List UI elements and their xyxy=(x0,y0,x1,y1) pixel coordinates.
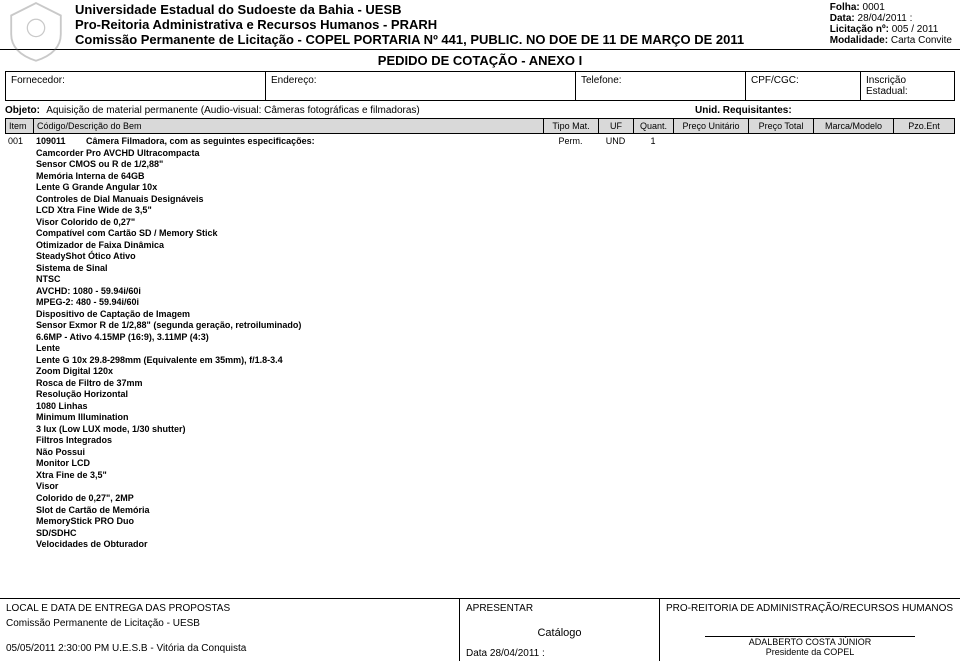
cell-quant: 1 xyxy=(633,134,673,553)
cell-item: 001 xyxy=(5,134,33,553)
objeto-label: Objeto: xyxy=(5,105,40,116)
folha-value: 0001 xyxy=(863,2,885,13)
col-pzo: Pzo.Ent xyxy=(894,119,954,133)
col-mm: Marca/Modelo xyxy=(814,119,894,133)
header-meta: Folha: 0001 Data: 28/04/2011 : Licitação… xyxy=(830,2,952,46)
data-value: 28/04/2011 : xyxy=(858,13,913,24)
footer-left-line3: 05/05/2011 2:30:00 PM U.E.S.B - Vitória … xyxy=(6,643,453,654)
endereco-label: Endereço: xyxy=(266,72,576,100)
fornecedor-label: Fornecedor: xyxy=(6,72,266,100)
objeto-text: Aquisição de material permanente (Audio-… xyxy=(46,105,420,116)
objeto-row: Objeto: Aquisição de material permanente… xyxy=(5,105,955,116)
licitacao-value: 005 / 2011 xyxy=(892,24,939,35)
footer-right: PRO-REITORIA DE ADMINISTRAÇÃO/RECURSOS H… xyxy=(660,599,960,661)
modalidade-value: Carta Convite xyxy=(891,35,952,46)
footer: LOCAL E DATA DE ENTREGA DAS PROPOSTAS Co… xyxy=(0,598,960,661)
col-item: Item xyxy=(6,119,34,133)
col-desc: Código/Descrição do Bem xyxy=(34,119,544,133)
col-pu: Preço Unitário xyxy=(674,119,749,133)
coat-of-arms-icon xyxy=(5,0,67,62)
table-header: Item Código/Descrição do Bem Tipo Mat. U… xyxy=(5,118,955,134)
col-tipo: Tipo Mat. xyxy=(544,119,599,133)
signature-name: ADALBERTO COSTA JÚNIOR xyxy=(705,637,915,647)
cpfcgc-label: CPF/CGC: xyxy=(746,72,861,100)
licitacao-label: Licitação nº: xyxy=(830,24,889,35)
col-uf: UF xyxy=(599,119,634,133)
modalidade-label: Modalidade: xyxy=(830,35,888,46)
col-quant: Quant. xyxy=(634,119,674,133)
signature-role: Presidente da COPEL xyxy=(705,647,915,657)
desc-lines: Câmera Filmadora, com as seguintes espec… xyxy=(36,136,315,549)
footer-right-title: PRO-REITORIA DE ADMINISTRAÇÃO/RECURSOS H… xyxy=(666,603,954,614)
footer-mid-catalogo: Catálogo xyxy=(537,627,581,639)
col-pt: Preço Total xyxy=(749,119,814,133)
folha-label: Folha: xyxy=(830,2,860,13)
cell-codigo: 109011 xyxy=(36,136,86,148)
org-line-2: Pro-Reitoria Administrativa e Recursos H… xyxy=(75,17,955,32)
org-line-3: Comissão Permanente de Licitação - COPEL… xyxy=(75,32,955,47)
telefone-label: Telefone: xyxy=(576,72,746,100)
supplier-row: Fornecedor: Endereço: Telefone: CPF/CGC:… xyxy=(5,71,955,101)
footer-left-title: LOCAL E DATA DE ENTREGA DAS PROPOSTAS xyxy=(6,603,453,614)
header-block: Universidade Estadual do Sudoeste da Bah… xyxy=(0,0,960,50)
cell-mm xyxy=(813,134,893,553)
inscricao-label: Inscrição Estadual: xyxy=(861,72,954,100)
cell-pzo xyxy=(893,134,955,553)
table-row: 001 109011Câmera Filmadora, com as segui… xyxy=(5,134,955,553)
cell-pu xyxy=(673,134,748,553)
cell-uf: UND xyxy=(598,134,633,553)
footer-mid-date: Data 28/04/2011 : xyxy=(466,648,545,659)
cell-tipo: Perm. xyxy=(543,134,598,553)
footer-left-line2: Comissão Permanente de Licitação - UESB xyxy=(6,618,453,629)
page-title: PEDIDO DE COTAÇÃO - ANEXO I xyxy=(0,50,960,71)
cell-desc: 109011Câmera Filmadora, com as seguintes… xyxy=(33,134,543,553)
footer-mid: APRESENTAR Catálogo Data 28/04/2011 : xyxy=(460,599,660,661)
cell-pt xyxy=(748,134,813,553)
requisitantes-label: Unid. Requisitantes: xyxy=(695,105,792,116)
org-line-1: Universidade Estadual do Sudoeste da Bah… xyxy=(75,2,955,17)
data-label: Data: xyxy=(830,13,855,24)
footer-left: LOCAL E DATA DE ENTREGA DAS PROPOSTAS Co… xyxy=(0,599,460,661)
footer-mid-title: APRESENTAR xyxy=(466,603,653,614)
